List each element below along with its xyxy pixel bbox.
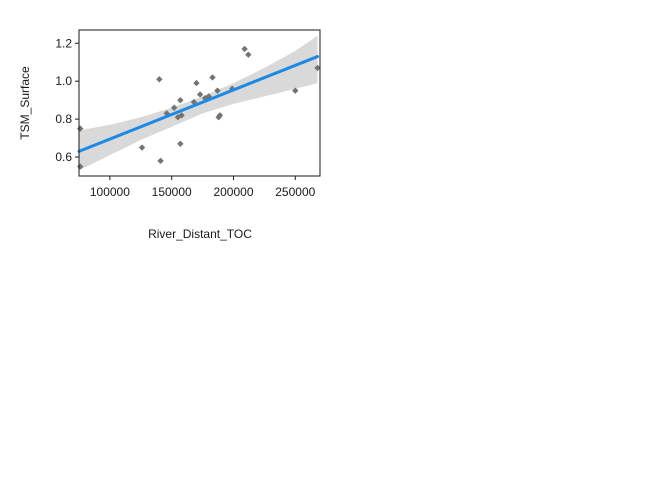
data-point: [156, 76, 163, 83]
y-tick-label: 0.6: [55, 150, 72, 164]
fit-line: [77, 55, 320, 153]
x-tick-label: 250000: [275, 185, 315, 199]
data-point: [138, 144, 146, 151]
fit-line-layer: [77, 55, 320, 153]
data-point: [170, 104, 178, 111]
x-axis-title: River_Distant_TOC: [148, 227, 252, 241]
x-axis-ticks: 100000 150000 200000 250000: [90, 176, 316, 199]
data-point: [177, 140, 184, 147]
data-point: [292, 87, 299, 94]
data-point: [216, 112, 224, 119]
data-point: [174, 114, 182, 121]
data-point: [214, 87, 221, 94]
data-point: [157, 157, 164, 165]
y-tick-label: 1.2: [55, 36, 72, 50]
data-point: [241, 45, 248, 53]
y-axis-title: TSM_Surface: [18, 66, 32, 140]
y-tick-label: 0.8: [55, 112, 72, 126]
data-points-layer: [77, 45, 321, 170]
data-point: [196, 91, 204, 98]
data-point: [193, 79, 200, 87]
data-point: [178, 112, 185, 119]
data-point: [177, 96, 184, 104]
x-tick-label: 150000: [152, 185, 192, 199]
y-axis-ticks: 0.6 0.8 1.0 1.2: [55, 36, 79, 164]
data-point: [245, 51, 252, 58]
data-point: [314, 64, 321, 72]
x-tick-label: 200000: [213, 185, 253, 199]
data-point: [163, 110, 170, 117]
x-tick-label: 100000: [90, 185, 130, 199]
plot-border: [78, 29, 321, 177]
data-point: [229, 85, 236, 92]
y-tick-label: 1.0: [55, 74, 72, 88]
data-point: [209, 74, 216, 81]
